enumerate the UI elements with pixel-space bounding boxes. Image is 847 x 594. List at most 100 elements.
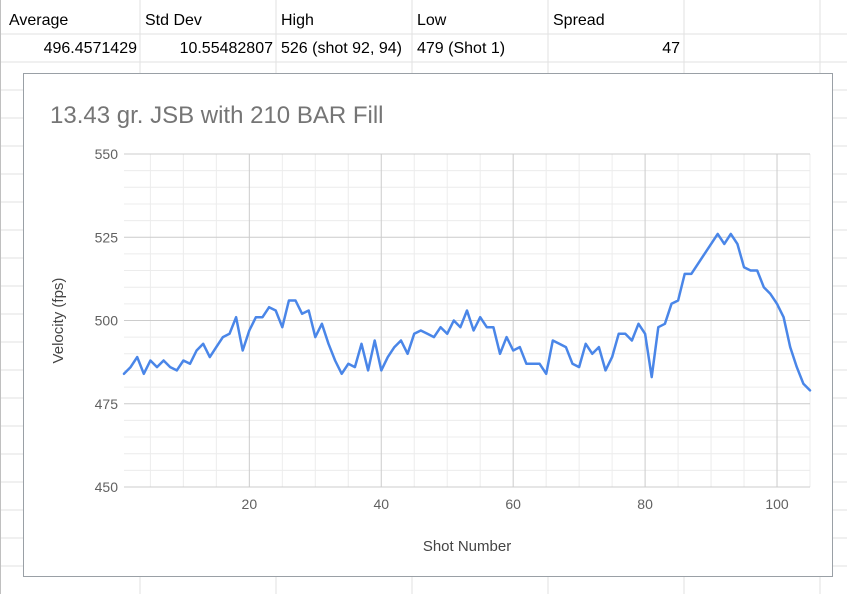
data-point[interactable] xyxy=(781,314,787,320)
data-point[interactable] xyxy=(240,347,246,353)
series-line-0[interactable] xyxy=(122,232,812,392)
data-point[interactable] xyxy=(141,371,147,377)
data-point[interactable] xyxy=(418,327,424,333)
data-point[interactable] xyxy=(167,364,173,370)
value-low[interactable]: 479 (Shot 1) xyxy=(417,40,506,57)
data-point[interactable] xyxy=(438,324,444,330)
data-point[interactable] xyxy=(154,364,160,370)
data-point[interactable] xyxy=(147,357,153,363)
data-point[interactable] xyxy=(589,351,595,357)
data-point[interactable] xyxy=(391,344,397,350)
data-point[interactable] xyxy=(556,341,562,347)
data-point[interactable] xyxy=(537,361,543,367)
data-point[interactable] xyxy=(411,331,417,337)
data-point[interactable] xyxy=(451,318,457,324)
data-point[interactable] xyxy=(187,361,193,367)
data-point[interactable] xyxy=(484,324,490,330)
data-point[interactable] xyxy=(787,344,793,350)
data-point[interactable] xyxy=(279,324,285,330)
data-point[interactable] xyxy=(424,331,430,337)
data-point[interactable] xyxy=(609,354,615,360)
data-point[interactable] xyxy=(530,361,536,367)
data-point[interactable] xyxy=(701,251,707,257)
data-point[interactable] xyxy=(319,321,325,327)
embedded-chart[interactable]: 450 475 500 525 550 20 40 60 80 100 13.43 gr. JSB … xyxy=(23,73,833,577)
data-point[interactable] xyxy=(121,371,127,377)
data-point[interactable] xyxy=(233,314,239,320)
data-point[interactable] xyxy=(497,351,503,357)
data-point[interactable] xyxy=(398,337,404,343)
data-point[interactable] xyxy=(253,314,259,320)
data-point[interactable] xyxy=(194,347,200,353)
data-point[interactable] xyxy=(339,371,345,377)
data-point[interactable] xyxy=(655,324,661,330)
data-point[interactable] xyxy=(385,354,391,360)
value-std-dev[interactable]: 10.55482807 xyxy=(179,40,273,57)
data-point[interactable] xyxy=(662,321,668,327)
data-point[interactable] xyxy=(180,357,186,363)
data-point[interactable] xyxy=(246,327,252,333)
data-point[interactable] xyxy=(306,308,312,314)
data-point[interactable] xyxy=(352,364,358,370)
data-point[interactable] xyxy=(668,301,674,307)
data-point[interactable] xyxy=(708,241,714,247)
header-average[interactable]: Average xyxy=(9,12,69,29)
data-point[interactable] xyxy=(325,341,331,347)
data-point[interactable] xyxy=(649,374,655,380)
data-point[interactable] xyxy=(266,304,272,310)
data-point[interactable] xyxy=(695,261,701,267)
data-point[interactable] xyxy=(200,341,206,347)
data-point[interactable] xyxy=(675,298,681,304)
header-std-dev[interactable]: Std Dev xyxy=(145,12,202,29)
data-point[interactable] xyxy=(134,354,140,360)
data-point[interactable] xyxy=(457,324,463,330)
data-point[interactable] xyxy=(721,241,727,247)
data-point[interactable] xyxy=(405,351,411,357)
data-point[interactable] xyxy=(616,331,622,337)
header-high[interactable]: High xyxy=(281,12,314,29)
data-point[interactable] xyxy=(761,284,767,290)
data-point[interactable] xyxy=(794,364,800,370)
data-point[interactable] xyxy=(161,357,167,363)
data-point[interactable] xyxy=(596,344,602,350)
data-point[interactable] xyxy=(444,331,450,337)
data-point[interactable] xyxy=(603,367,609,373)
value-spread[interactable]: 47 xyxy=(662,40,680,57)
data-point[interactable] xyxy=(754,268,760,274)
header-spread[interactable]: Spread xyxy=(553,12,605,29)
data-point[interactable] xyxy=(312,334,318,340)
data-point[interactable] xyxy=(774,301,780,307)
data-point[interactable] xyxy=(293,298,299,304)
data-point[interactable] xyxy=(629,337,635,343)
data-point[interactable] xyxy=(800,381,806,387)
data-point[interactable] xyxy=(372,337,378,343)
data-point[interactable] xyxy=(273,308,279,314)
data-point[interactable] xyxy=(622,331,628,337)
data-point[interactable] xyxy=(734,241,740,247)
data-point[interactable] xyxy=(490,324,496,330)
data-point[interactable] xyxy=(636,321,642,327)
data-point[interactable] xyxy=(213,344,219,350)
data-point[interactable] xyxy=(286,298,292,304)
data-point[interactable] xyxy=(227,331,233,337)
data-point[interactable] xyxy=(260,314,266,320)
data-point[interactable] xyxy=(642,331,648,337)
data-point[interactable] xyxy=(543,371,549,377)
data-point[interactable] xyxy=(504,334,510,340)
data-point[interactable] xyxy=(517,344,523,350)
data-point[interactable] xyxy=(741,264,747,270)
data-point[interactable] xyxy=(378,367,384,373)
data-point[interactable] xyxy=(748,268,754,274)
header-low[interactable]: Low xyxy=(417,12,447,29)
data-point[interactable] xyxy=(431,334,437,340)
data-point[interactable] xyxy=(715,231,721,237)
value-high[interactable]: 526 (shot 92, 94) xyxy=(281,40,402,57)
data-point[interactable] xyxy=(583,341,589,347)
data-point[interactable] xyxy=(207,354,213,360)
data-point[interactable] xyxy=(477,314,483,320)
data-point[interactable] xyxy=(576,364,582,370)
data-point[interactable] xyxy=(550,337,556,343)
data-point[interactable] xyxy=(471,327,477,333)
data-point[interactable] xyxy=(728,231,734,237)
data-point[interactable] xyxy=(345,361,351,367)
